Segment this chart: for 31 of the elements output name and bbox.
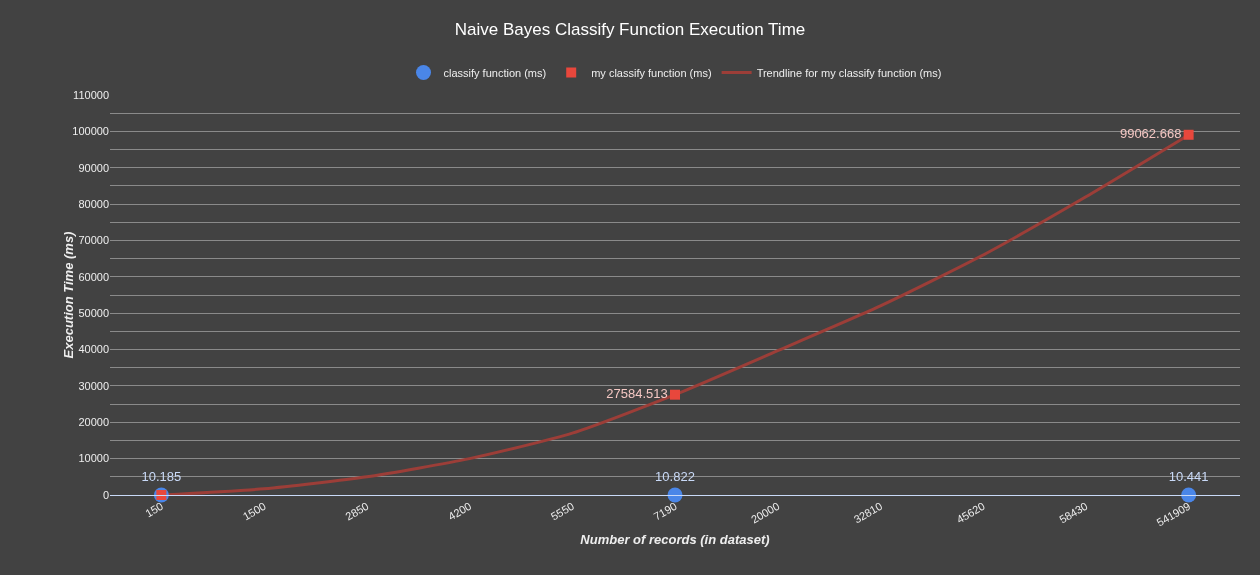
x-axis-title: Number of records (in dataset) [580, 532, 770, 547]
y-axis-title: Execution Time (ms) [61, 231, 77, 359]
y-tick-label: 40000 [78, 343, 109, 356]
y-tick-label: 70000 [78, 234, 109, 247]
y-tick-label: 0 [102, 488, 109, 501]
y-tick-label: 90000 [78, 161, 109, 174]
data-label: 99062.668 [1119, 126, 1182, 142]
data-label: 10.441 [1168, 469, 1209, 485]
y-tick-label: 80000 [78, 197, 109, 210]
point [1183, 129, 1194, 140]
point [670, 389, 680, 400]
legend-label: classify function (ms) [443, 66, 547, 79]
data-label: 27584.513 [606, 385, 668, 401]
x-tick-label: 4200 [446, 499, 474, 523]
y-tick-label: 110000 [73, 88, 109, 101]
y-tick-label: 50000 [78, 307, 109, 320]
x-tick-label: 1500 [240, 499, 268, 523]
x-tick-label: 150 [143, 499, 166, 520]
legend-label: my classify function (ms) [591, 66, 712, 79]
y-tick-label: 100000 [72, 125, 109, 138]
y-tick-label: 60000 [78, 270, 109, 283]
x-tick-label: 5550 [548, 499, 577, 523]
y-tick-label: 10000 [78, 452, 109, 465]
x-tick-label: 2850 [343, 499, 371, 523]
x-tick-label: 7190 [651, 499, 679, 523]
legend-label: Trendline for my classify function (ms) [756, 66, 942, 79]
y-tick-label: 20000 [78, 416, 109, 429]
y-tick-label: 30000 [78, 379, 109, 392]
chart-title: Naive Bayes Classify Function Execution Time [454, 19, 806, 39]
data-label: 10.185 [141, 469, 182, 485]
data-label: 10.822 [655, 469, 695, 485]
